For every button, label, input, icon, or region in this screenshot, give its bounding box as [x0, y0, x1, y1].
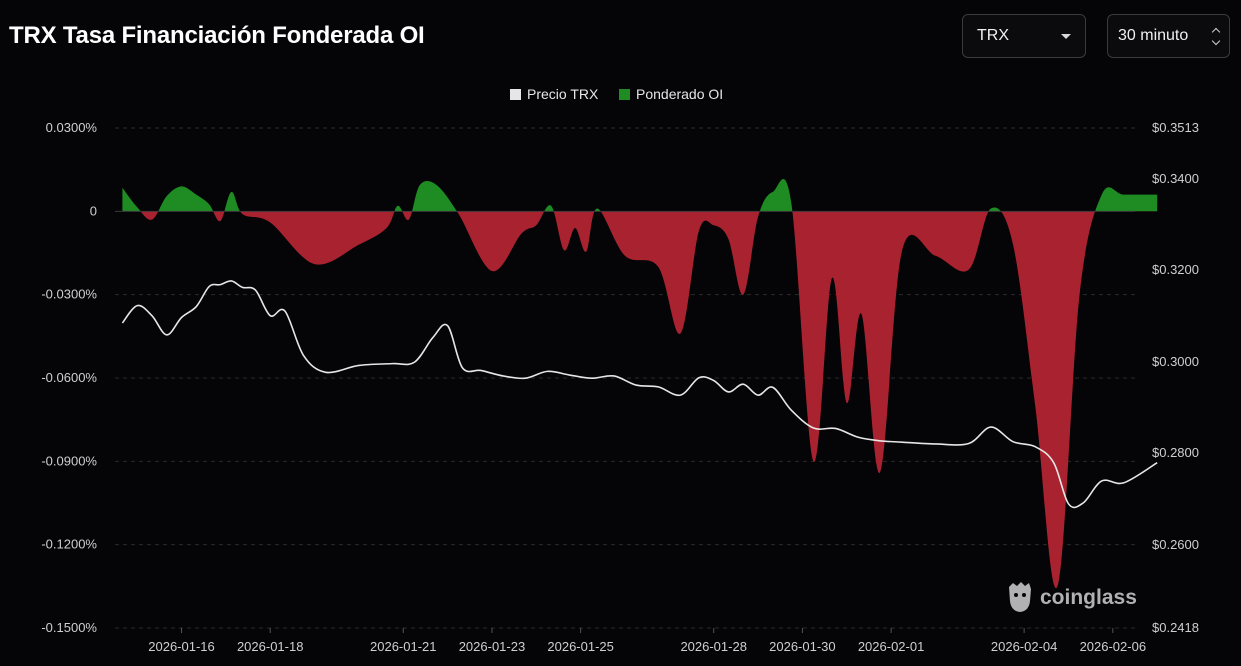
- y-right-tick-label: $0.2800: [1152, 445, 1199, 460]
- legend-item-oi[interactable]: Ponderado OI: [619, 86, 723, 102]
- price-line: [121, 280, 1158, 509]
- legend-label-price: Precio TRX: [527, 86, 599, 102]
- x-tick-label: 2026-02-01: [858, 639, 925, 654]
- y-right-tick-label: $0.3513: [1152, 120, 1199, 135]
- y-left-tick-label: 0: [90, 203, 97, 218]
- x-tick-label: 2026-01-25: [547, 639, 614, 654]
- x-tick-label: 2026-01-21: [370, 639, 437, 654]
- y-right-tick-label: $0.2600: [1152, 537, 1199, 552]
- symbol-select-value: TRX: [977, 27, 1009, 44]
- y-right-tick-label: $0.2418: [1152, 620, 1199, 635]
- grid-lines: [115, 127, 1135, 629]
- chart-title: TRX Tasa Financiación Fonderada OI: [9, 22, 425, 49]
- coinglass-watermark: coinglass: [1009, 582, 1137, 612]
- y-left-tick-label: -0.0300%: [41, 287, 97, 302]
- x-tick-label: 2026-01-16: [148, 639, 215, 654]
- chevron-down-icon: [1061, 33, 1071, 39]
- y-left-tick-label: -0.0600%: [41, 370, 97, 385]
- legend-label-oi: Ponderado OI: [636, 86, 723, 102]
- interval-select-value: 30 minuto: [1118, 27, 1189, 44]
- y-axis-right: $0.3513 $0.3400 $0.3200 $0.3000 $0.2800 $0.26…: [1152, 120, 1199, 635]
- legend-swatch-price: [510, 89, 521, 100]
- symbol-select[interactable]: TRX: [962, 14, 1086, 58]
- oi-negative-area: [140, 211, 1096, 588]
- x-axis: 2026-01-16 2026-01-18 2026-01-21 2026-01-23…: [148, 628, 1146, 654]
- y-axis-left: 0.0300% 0 -0.0300% -0.0600% -0.0900% -0.1200%…: [41, 120, 97, 635]
- coinglass-wordmark: coinglass: [1040, 586, 1137, 609]
- oi-area-layer: [122, 179, 1158, 588]
- legend-item-price[interactable]: Precio TRX: [510, 86, 599, 102]
- y-left-tick-label: -0.1200%: [41, 537, 97, 552]
- y-right-tick-label: $0.3400: [1152, 171, 1199, 186]
- y-left-tick-label: -0.1500%: [41, 620, 97, 635]
- x-tick-label: 2026-01-23: [459, 639, 526, 654]
- x-tick-label: 2026-01-30: [769, 639, 836, 654]
- x-tick-label: 2026-01-18: [237, 639, 304, 654]
- legend[interactable]: Precio TRX Ponderado OI: [510, 86, 723, 102]
- y-left-tick-label: 0.0300%: [46, 120, 98, 135]
- y-right-tick-label: $0.3000: [1152, 354, 1199, 369]
- oi-positive-area: [122, 179, 1158, 212]
- x-tick-label: 2026-01-28: [680, 639, 747, 654]
- x-tick-label: 2026-02-04: [991, 639, 1058, 654]
- y-right-tick-label: $0.3200: [1152, 262, 1199, 277]
- y-left-tick-label: -0.0900%: [41, 453, 97, 468]
- interval-select[interactable]: 30 minuto: [1107, 14, 1230, 58]
- legend-swatch-oi: [619, 89, 630, 100]
- x-tick-label: 2026-02-06: [1080, 639, 1147, 654]
- coinglass-logo-icon: [1009, 582, 1031, 612]
